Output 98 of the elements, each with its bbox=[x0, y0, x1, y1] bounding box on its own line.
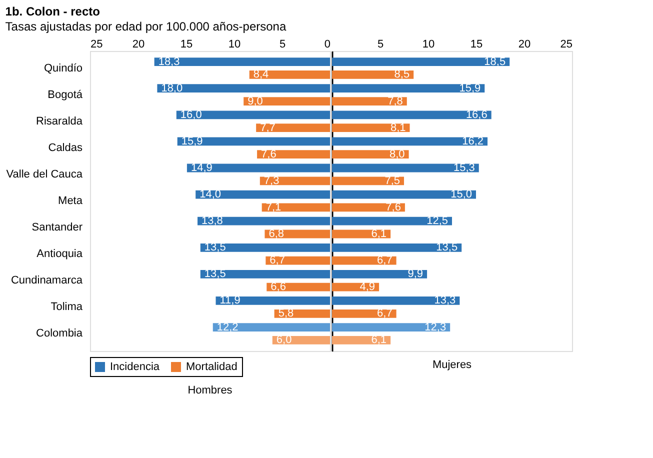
data-label: 16,0 bbox=[180, 108, 202, 121]
data-label: 6,6 bbox=[270, 281, 286, 294]
bar bbox=[332, 137, 488, 146]
data-label: 7,5 bbox=[384, 174, 400, 187]
bar bbox=[176, 110, 330, 120]
bar bbox=[332, 243, 462, 252]
x-tick-label: 10 bbox=[228, 38, 241, 50]
bar bbox=[332, 309, 396, 318]
data-label: 18,0 bbox=[161, 82, 183, 94]
y-tick-label: Valle del Cauca bbox=[6, 168, 84, 180]
y-tick-label: Bogotá bbox=[48, 88, 84, 101]
bar bbox=[186, 164, 330, 172]
bar bbox=[216, 296, 330, 305]
data-label: 13,8 bbox=[202, 215, 223, 228]
y-tick-label: Quindío bbox=[44, 62, 82, 74]
data-label: 7,8 bbox=[388, 95, 403, 108]
x-tick-label: 20 bbox=[132, 38, 145, 50]
data-label: 18,5 bbox=[484, 56, 506, 68]
x-tick-label: 0 bbox=[324, 38, 330, 50]
bar bbox=[157, 84, 330, 93]
bar bbox=[332, 176, 404, 186]
data-label: 15,9 bbox=[459, 82, 481, 94]
bar bbox=[256, 124, 330, 132]
y-tick-label: Risaralda bbox=[36, 115, 84, 128]
data-label: 12,3 bbox=[424, 321, 446, 334]
bar bbox=[272, 336, 330, 344]
y-tick-label: Meta bbox=[58, 195, 84, 207]
x-tick-label: 25 bbox=[90, 38, 103, 50]
chart-title: 1b. Colon - recto bbox=[5, 4, 100, 18]
bar bbox=[196, 190, 330, 199]
data-label: 12,5 bbox=[426, 215, 448, 228]
x-tick-label: 20 bbox=[518, 38, 531, 50]
bar bbox=[332, 58, 510, 66]
bar bbox=[332, 84, 485, 93]
x-axis-title: Hombres bbox=[188, 384, 233, 396]
bar bbox=[332, 270, 428, 278]
data-label: 6,7 bbox=[377, 254, 392, 267]
x-axis-title: Mujeres bbox=[432, 359, 472, 371]
bar bbox=[177, 137, 330, 146]
x-tick-label: 10 bbox=[422, 38, 435, 50]
data-label: 7,7 bbox=[260, 122, 276, 134]
x-tick-label: 15 bbox=[470, 38, 483, 50]
data-label: 7,6 bbox=[261, 148, 276, 160]
y-tick-label: Cundinamarca bbox=[10, 274, 84, 287]
data-label: 15,0 bbox=[450, 188, 472, 201]
bar bbox=[332, 296, 460, 305]
data-label: 16,2 bbox=[462, 135, 484, 148]
y-tick-label: Tolima bbox=[50, 301, 84, 314]
bar bbox=[257, 150, 330, 159]
legend-label: Mortalidad bbox=[186, 361, 238, 373]
data-label: 8,1 bbox=[390, 122, 406, 134]
data-label: 7,3 bbox=[264, 174, 280, 187]
chart-subtitle: Tasas ajustadas por edad por 100.000 años-persona bbox=[5, 20, 286, 34]
bar bbox=[260, 176, 330, 186]
bar bbox=[332, 164, 479, 172]
x-tick-label: 5 bbox=[377, 38, 384, 50]
data-label: 7,1 bbox=[266, 201, 282, 214]
bar bbox=[212, 323, 330, 332]
bar bbox=[244, 97, 330, 106]
bar bbox=[249, 70, 330, 79]
bar bbox=[198, 216, 330, 226]
x-tick-label: 25 bbox=[560, 38, 572, 50]
bar bbox=[332, 190, 476, 199]
bar bbox=[266, 256, 330, 265]
bar bbox=[332, 336, 391, 344]
x-tick-label: 5 bbox=[279, 38, 286, 50]
bar bbox=[332, 323, 450, 332]
data-label: 18,3 bbox=[158, 56, 180, 68]
bar bbox=[332, 256, 396, 265]
data-label: 8,0 bbox=[390, 148, 405, 160]
legend-label: Incidencia bbox=[110, 361, 160, 373]
y-tick-label: Antioquia bbox=[36, 248, 84, 260]
data-label: 15,3 bbox=[453, 162, 475, 174]
data-label: 6,1 bbox=[371, 228, 387, 240]
bar bbox=[332, 110, 492, 120]
data-label: 6,8 bbox=[268, 228, 284, 240]
y-tick-label: Caldas bbox=[48, 142, 83, 154]
x-tick-label: 15 bbox=[180, 38, 193, 50]
data-label: 6,7 bbox=[270, 254, 285, 267]
y-tick-label: Santander bbox=[32, 222, 83, 234]
data-label: 16,6 bbox=[466, 108, 488, 121]
data-label: 12,2 bbox=[216, 321, 238, 334]
bar bbox=[154, 58, 330, 66]
bar bbox=[332, 216, 452, 226]
bar bbox=[266, 282, 330, 292]
data-label: 15,9 bbox=[181, 135, 203, 148]
bar bbox=[332, 97, 407, 106]
bar bbox=[332, 150, 409, 159]
data-label: 4,9 bbox=[360, 281, 376, 294]
data-label: 7,6 bbox=[386, 201, 401, 214]
data-label: 9,0 bbox=[248, 95, 263, 108]
y-tick-label: Colombia bbox=[36, 328, 84, 340]
bar bbox=[332, 70, 414, 79]
bar bbox=[332, 124, 410, 132]
data-label: 14,0 bbox=[200, 188, 222, 201]
bar bbox=[200, 243, 330, 252]
bar bbox=[200, 270, 330, 278]
data-label: 14,9 bbox=[190, 162, 212, 174]
